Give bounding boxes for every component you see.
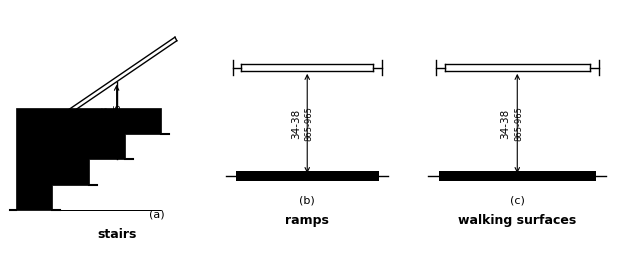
Text: (a): (a) [149, 209, 164, 219]
Text: 865-965: 865-965 [514, 106, 524, 141]
Polygon shape [16, 108, 161, 210]
Text: 865-965: 865-965 [113, 103, 123, 138]
Text: 865-965: 865-965 [304, 106, 314, 141]
Text: 34-38: 34-38 [500, 108, 510, 139]
Text: (b): (b) [299, 195, 315, 205]
Bar [236, 171, 379, 181]
Text: 34-38: 34-38 [100, 105, 110, 136]
Text: (c): (c) [510, 195, 525, 205]
Bar [439, 171, 596, 181]
Text: walking surfaces: walking surfaces [458, 214, 576, 227]
Text: ramps: ramps [285, 214, 329, 227]
Text: stairs: stairs [97, 228, 136, 241]
Text: 34-38: 34-38 [291, 108, 301, 139]
